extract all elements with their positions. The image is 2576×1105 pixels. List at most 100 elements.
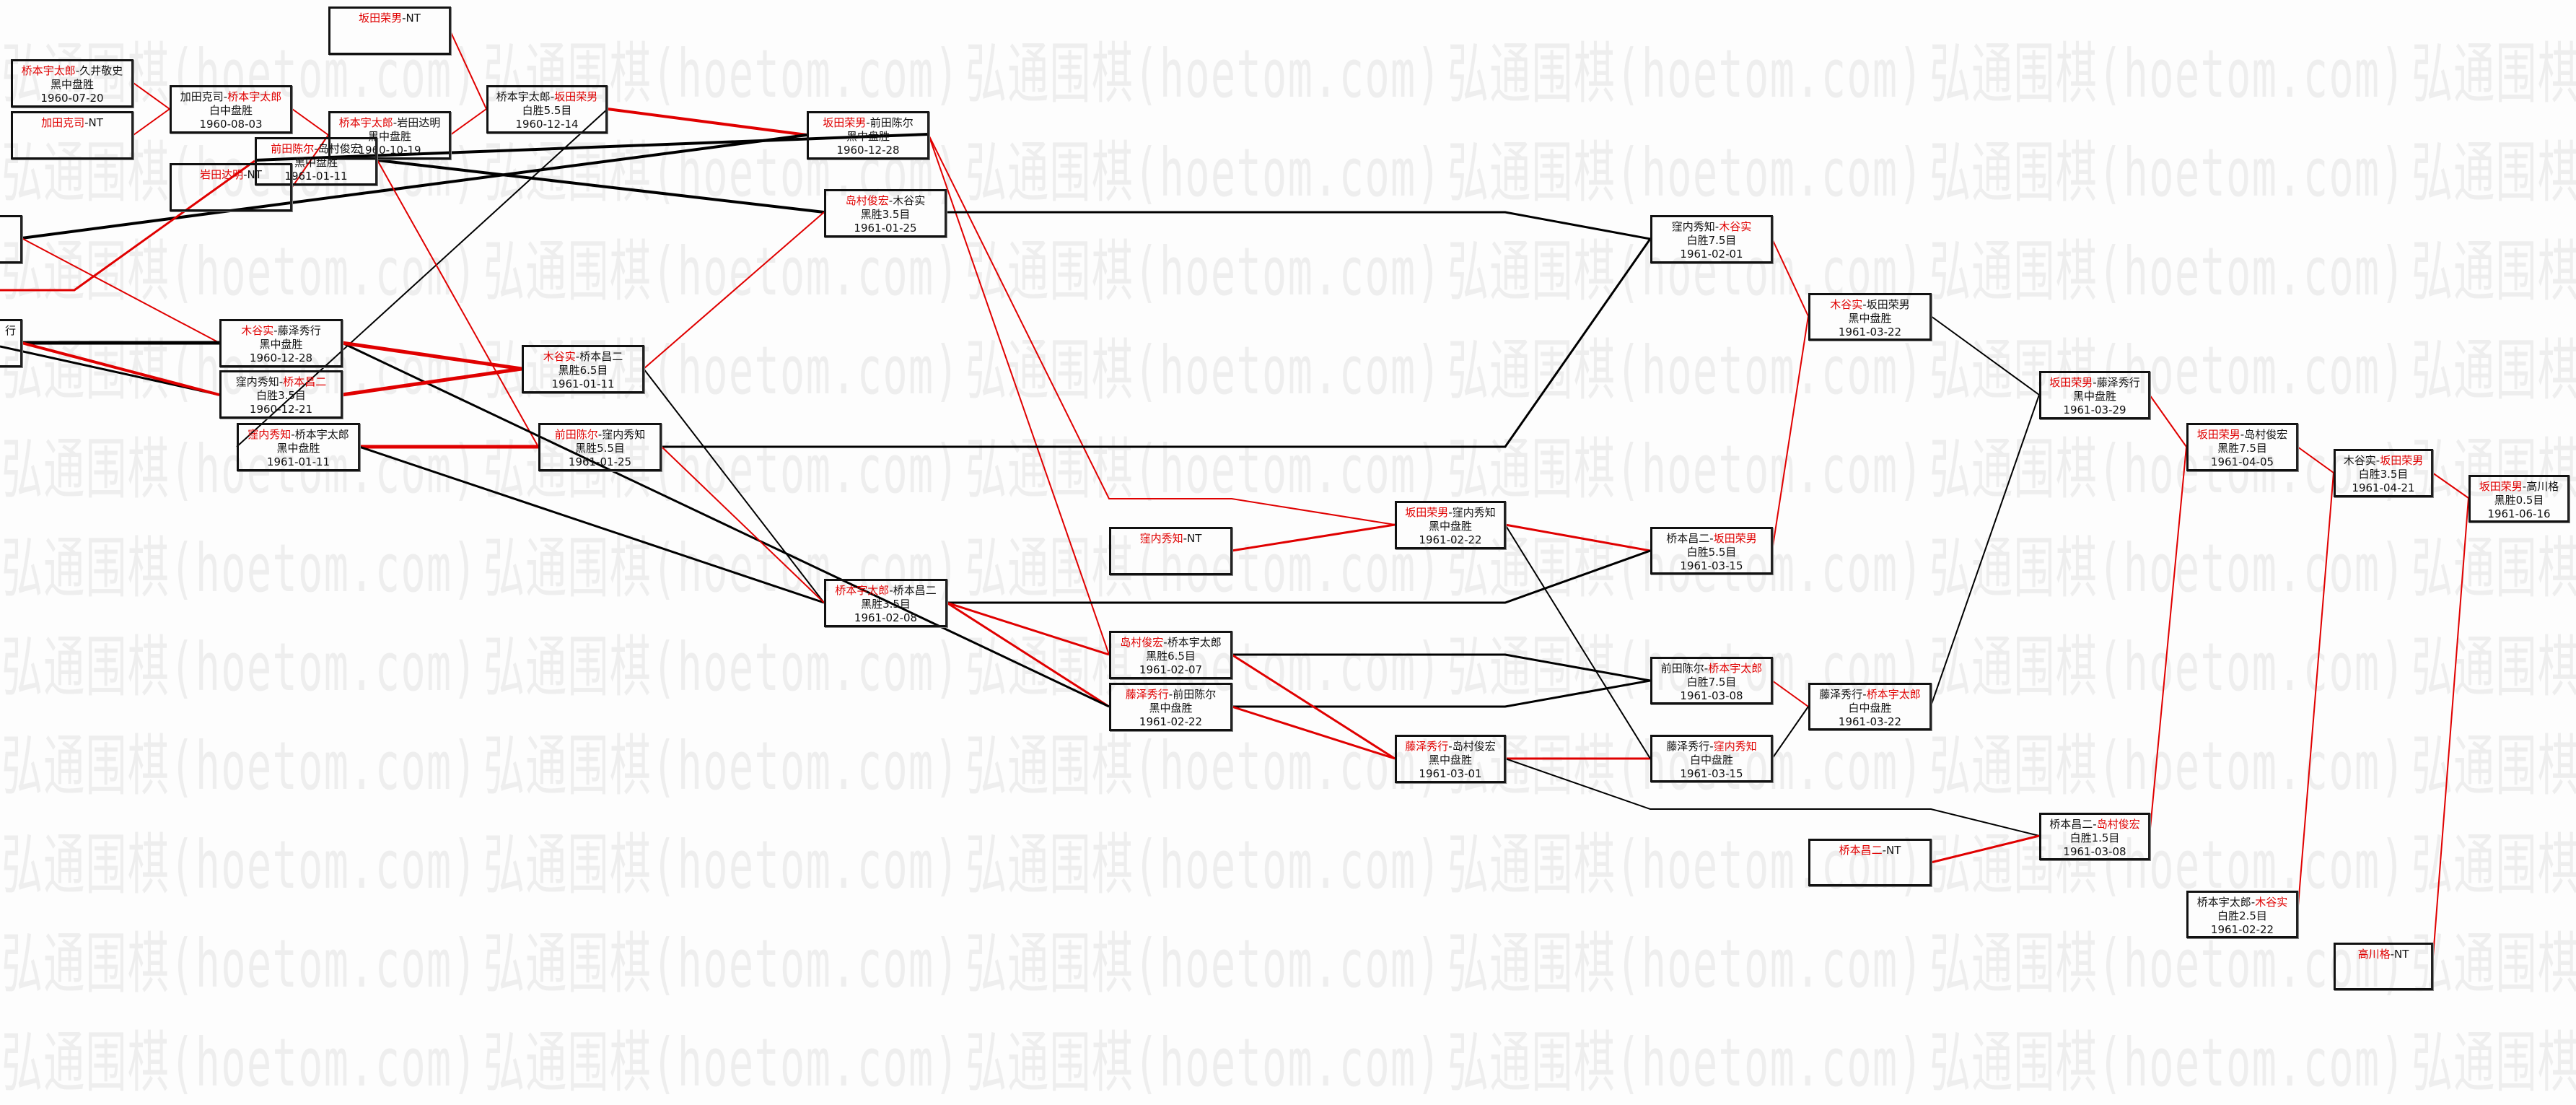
game-node[interactable]: 行 — [0, 319, 22, 367]
game-node[interactable]: 坂田荣男-高川格 黑胜0.5目 1961-06-16 — [2468, 475, 2570, 523]
winner-connector-line — [2297, 472, 2334, 915]
player-white: 前田陈尔 — [1173, 688, 1217, 701]
loser-connector-line — [236, 108, 608, 447]
game-node[interactable]: 桥本宇太郎-久井敬史 黑中盘胜 1960-07-20 — [11, 59, 133, 108]
game-node[interactable]: 桥本昌二-坂田荣男 白胜5.5目 1961-03-15 — [1650, 527, 1773, 575]
separator: - — [393, 116, 398, 129]
game-node[interactable]: 加田克司-桥本宇太郎 白中盘胜 1960-08-03 — [170, 85, 292, 134]
player-black: 木谷实 — [1830, 298, 1863, 311]
game-node[interactable]: 前田陈尔-岛村俊宏 黑中盘胜 1961-01-11 — [255, 137, 377, 185]
game-node[interactable]: 坂田荣男-NT — [328, 6, 451, 55]
game-date: 1961-01-11 — [266, 455, 330, 468]
game-node[interactable] — [0, 215, 22, 263]
matchup-line: 前田陈尔-窪内秀知 — [540, 428, 660, 442]
game-node[interactable]: 窪内秀知-木谷实 白胜7.5目 1961-02-01 — [1650, 215, 1773, 263]
watermark-text: 弘通围棋(hoetom.com) — [1929, 1024, 2406, 1101]
game-node[interactable]: 木谷实-藤泽秀行 黑中盘胜 1960-12-28 — [219, 319, 343, 367]
player-white: 岛村俊宏 — [2096, 818, 2140, 831]
game-result: 白中盘胜 — [209, 104, 253, 117]
game-date: 1960-12-28 — [836, 144, 900, 157]
separator: - — [291, 428, 295, 441]
separator: - — [1448, 740, 1453, 753]
player-white: 木谷实 — [2255, 896, 2288, 909]
game-date: 1961-03-15 — [1680, 559, 1743, 572]
game-date: 1961-02-08 — [854, 611, 918, 624]
watermark-text: 弘通围棋(hoetom.com) — [483, 1024, 960, 1101]
game-node[interactable]: 桥本宇太郎-木谷实 白胜2.5目 1961-02-22 — [2186, 891, 2298, 938]
game-date: 1960-12-28 — [249, 351, 313, 364]
game-result: 白胜5.5目 — [1686, 546, 1737, 559]
game-result: 黑中盘胜 — [1428, 520, 1472, 533]
game-node[interactable]: 高川格-NT — [2334, 943, 2433, 990]
game-node[interactable]: 坂田荣男-藤泽秀行 黑中盘胜 1961-03-29 — [2039, 371, 2150, 419]
game-node[interactable]: 桥本宇太郎-岩田达明 黑中盘胜 1960-10-19 — [328, 111, 451, 160]
player-white: 岛村俊宏 — [317, 142, 362, 155]
game-node[interactable]: 藤泽秀行-前田陈尔 黑中盘胜 1961-02-22 — [1109, 683, 1232, 731]
winner-connector-line — [643, 211, 825, 370]
game-node[interactable]: 木谷实-坂田荣男 白胜3.5目 1961-04-21 — [2334, 449, 2433, 497]
player-black: 岛村俊宏 — [845, 194, 889, 207]
loser-connector-line — [1771, 706, 1809, 759]
game-node[interactable]: 坂田荣男-岛村俊宏 黑胜7.5目 1961-04-05 — [2186, 423, 2298, 471]
loser-connector-line — [947, 549, 1651, 604]
loser-connector-line — [662, 238, 1652, 448]
player-black: 坂田荣男 — [2049, 376, 2093, 389]
game-node[interactable]: 岩田达明-NT — [170, 163, 292, 211]
winner-connector-line — [1771, 315, 1809, 551]
game-node[interactable]: 窪内秀知-桥本昌二 白胜3.5目 1960-12-21 — [219, 370, 343, 419]
winner-connector-line — [21, 341, 220, 396]
matchup-line: 桥本宇太郎-久井敬史 — [13, 64, 131, 78]
game-node[interactable]: 藤泽秀行-窪内秀知 白中盘胜 1961-03-15 — [1650, 735, 1773, 782]
game-node[interactable]: 坂田荣男-前田陈尔 黑中盘胜 1960-12-28 — [807, 111, 929, 160]
game-node[interactable]: 加田克司-NT — [11, 111, 133, 160]
game-node[interactable]: 岛村俊宏-木谷实 黑胜3.5目 1961-01-25 — [824, 189, 947, 237]
game-node[interactable]: 窪内秀知-桥本宇太郎 黑中盘胜 1961-01-11 — [237, 423, 360, 471]
matchup-line: 高川格-NT — [2336, 948, 2431, 961]
player-black: 前田陈尔 — [1660, 662, 1704, 675]
game-node[interactable]: 藤泽秀行-桥本宇太郎 白中盘胜 1961-03-22 — [1808, 683, 1932, 730]
player-black: 窪内秀知 — [1139, 532, 1183, 545]
separator: - — [1448, 506, 1453, 519]
watermark-text: 弘通围棋(hoetom.com) — [965, 1024, 1442, 1101]
winner-connector-line — [928, 134, 1110, 655]
winner-connector-line — [133, 108, 170, 136]
game-node[interactable]: 木谷实-桥本昌二 黑胜6.5目 1961-01-11 — [522, 345, 644, 393]
winner-connector-line — [2149, 394, 2187, 447]
game-node[interactable]: 木谷实-坂田荣男 黑中盘胜 1961-03-22 — [1808, 293, 1932, 341]
winner-connector-line — [661, 446, 825, 603]
game-date: 1960-12-14 — [515, 118, 579, 131]
separator: - — [1862, 298, 1867, 311]
game-node[interactable]: 坂田荣男-窪内秀知 黑中盘胜 1961-02-22 — [1395, 501, 1506, 549]
player-white: 坂田荣男 — [1713, 532, 1757, 545]
player-black: 藤泽秀行 — [1125, 688, 1169, 701]
separator: - — [402, 12, 406, 25]
game-node[interactable]: 前田陈尔-窪内秀知 黑胜5.5目 1961-01-25 — [538, 423, 662, 471]
matchup-line: 岛村俊宏-木谷实 — [826, 194, 945, 208]
game-node[interactable]: 窪内秀知-NT — [1109, 527, 1232, 575]
matchup-line: 桥本宇太郎-坂田荣男 — [489, 90, 605, 104]
game-node[interactable]: 桥本宇太郎-桥本昌二 黑胜3.5目 1961-02-08 — [824, 579, 947, 627]
loser-connector-line — [1930, 315, 2040, 396]
game-node[interactable]: 桥本昌二-NT — [1808, 839, 1932, 886]
game-node[interactable]: 前田陈尔-桥本宇太郎 白胜7.5目 1961-03-08 — [1650, 657, 1773, 704]
game-node[interactable]: 藤泽秀行-岛村俊宏 黑中盘胜 1961-03-01 — [1395, 735, 1506, 783]
game-node[interactable]: 岛村俊宏-桥本宇太郎 黑胜6.5目 1961-02-07 — [1109, 631, 1232, 679]
game-result: 黑中盘胜 — [1428, 754, 1472, 766]
winner-connector-line — [21, 237, 220, 344]
player-black: 藤泽秀行 — [1819, 688, 1863, 701]
game-result: 黑中盘胜 — [1149, 702, 1193, 715]
game-result: 黑胜7.5目 — [2217, 442, 2267, 455]
winner-connector-line — [2149, 446, 2187, 837]
loser-connector-line — [946, 211, 1651, 240]
separator: - — [2251, 896, 2256, 909]
matchup-line: 窪内秀知-桥本宇太郎 — [239, 428, 358, 442]
game-node[interactable]: 桥本宇太郎-坂田荣男 白胜5.5目 1960-12-14 — [486, 85, 608, 134]
separator: - — [889, 584, 893, 597]
bracket-lines — [0, 30, 2469, 966]
loser-connector-line — [359, 445, 825, 604]
game-node[interactable]: 桥本昌二-岛村俊宏 白胜1.5目 1961-03-08 — [2039, 813, 2150, 860]
winner-connector-line — [1771, 238, 1809, 317]
game-date: 1961-02-22 — [1419, 533, 1482, 546]
winner-connector-line — [1231, 705, 1396, 760]
player-white: 桥本宇太郎 — [1708, 662, 1763, 675]
